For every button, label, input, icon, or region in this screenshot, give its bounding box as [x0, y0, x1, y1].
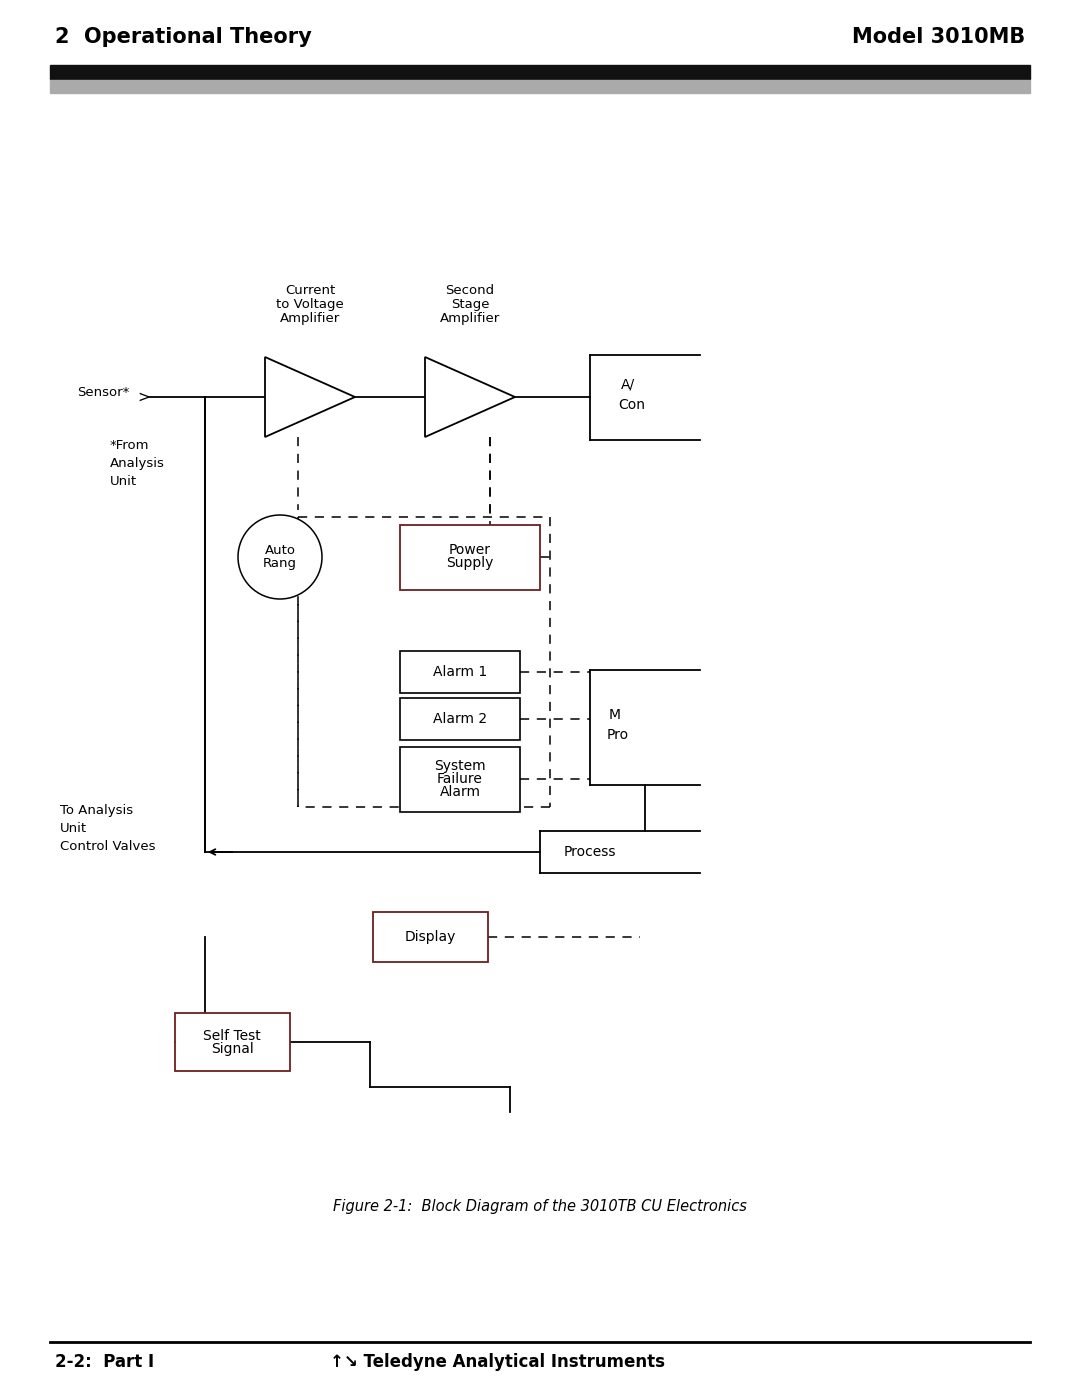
Text: 2-2:  Part I: 2-2: Part I — [55, 1354, 154, 1370]
Bar — [400, 698, 519, 740]
Bar — [400, 746, 519, 812]
Text: Model 3010MB: Model 3010MB — [852, 27, 1025, 47]
Text: >: > — [137, 390, 150, 405]
Text: Alarm 2: Alarm 2 — [433, 712, 487, 726]
Bar — [400, 524, 540, 590]
Text: To Analysis: To Analysis — [60, 805, 133, 817]
Text: Amplifier: Amplifier — [440, 312, 500, 326]
Bar — [50, 80, 1030, 94]
Text: Unit: Unit — [60, 821, 87, 835]
Text: *From: *From — [110, 439, 149, 453]
Text: Pro: Pro — [607, 728, 629, 742]
Text: Display: Display — [404, 930, 456, 944]
Text: Unit: Unit — [110, 475, 137, 488]
Text: Power: Power — [449, 543, 491, 557]
Text: Con: Con — [619, 398, 646, 412]
Text: Alarm: Alarm — [440, 785, 481, 799]
Text: to Voltage: to Voltage — [276, 298, 343, 312]
Text: Auto: Auto — [265, 543, 296, 557]
Polygon shape — [265, 358, 355, 437]
Bar — [175, 1013, 289, 1071]
Text: Failure: Failure — [437, 773, 483, 787]
Text: Control Valves: Control Valves — [60, 840, 156, 854]
Text: M: M — [609, 708, 621, 722]
Bar — [50, 66, 1030, 80]
Text: System: System — [434, 759, 486, 773]
Text: Signal: Signal — [211, 1042, 254, 1056]
Text: Self Test: Self Test — [203, 1028, 261, 1042]
Text: Rang: Rang — [264, 557, 297, 570]
Text: ↑↘ Teledyne Analytical Instruments: ↑↘ Teledyne Analytical Instruments — [330, 1354, 665, 1370]
Bar — [373, 912, 487, 963]
Text: A/: A/ — [621, 379, 635, 393]
Text: Current: Current — [285, 284, 335, 298]
Text: Amplifier: Amplifier — [280, 312, 340, 326]
Text: Figure 2-1:  Block Diagram of the 3010TB CU Electronics: Figure 2-1: Block Diagram of the 3010TB … — [333, 1200, 747, 1214]
Text: Second: Second — [445, 284, 495, 298]
Text: Process: Process — [564, 845, 617, 859]
Text: Alarm 1: Alarm 1 — [433, 665, 487, 679]
Circle shape — [238, 515, 322, 599]
Text: Sensor*: Sensor* — [78, 386, 130, 398]
Bar — [400, 651, 519, 693]
Text: 2  Operational Theory: 2 Operational Theory — [55, 27, 312, 47]
Polygon shape — [426, 358, 515, 437]
Text: Supply: Supply — [446, 556, 494, 570]
Text: Stage: Stage — [450, 298, 489, 312]
Text: Analysis: Analysis — [110, 457, 165, 469]
